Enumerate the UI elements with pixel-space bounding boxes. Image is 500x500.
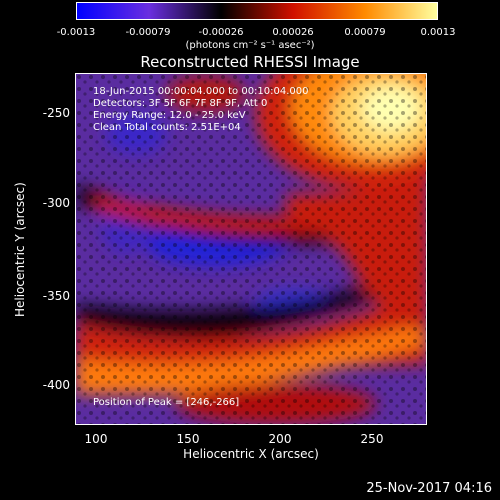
x-tick-label: 200 bbox=[268, 432, 292, 446]
x-tick-label: 100 bbox=[84, 432, 108, 446]
y-tick-label: -250 bbox=[42, 106, 70, 120]
y-tick-label: -350 bbox=[42, 289, 70, 303]
info-detectors: Detectors: 3F 5F 6F 7F 8F 9F, Att 0 bbox=[93, 98, 268, 109]
colorbar-tick: 0.0013 bbox=[420, 27, 456, 38]
colorbar bbox=[76, 2, 438, 20]
colorbar-tick: -0.00079 bbox=[125, 27, 171, 38]
colorbar-tick: -0.00026 bbox=[198, 27, 244, 38]
colorbar-tick: 0.00079 bbox=[344, 27, 386, 38]
timestamp: 25-Nov-2017 04:16 bbox=[366, 481, 492, 496]
solar-image bbox=[75, 73, 427, 425]
info-counts: Clean Total counts: 2.51E+04 bbox=[93, 122, 241, 133]
y-tick-label: -300 bbox=[42, 196, 70, 210]
colorbar-tick: -0.0013 bbox=[56, 27, 96, 38]
plot-title: Reconstructed RHESSI Image bbox=[140, 53, 360, 71]
x-axis-label: Heliocentric X (arcsec) bbox=[183, 447, 319, 461]
solar-image-canvas bbox=[76, 74, 426, 424]
colorbar-tick: 0.00026 bbox=[272, 27, 314, 38]
info-time-range: 18-Jun-2015 00:00:04.000 to 00:10:04.000 bbox=[93, 86, 309, 97]
info-energy-range: Energy Range: 12.0 - 25.0 keV bbox=[93, 110, 246, 121]
x-tick-label: 250 bbox=[360, 432, 384, 446]
info-peak-position: Position of Peak = [246,-266] bbox=[93, 397, 240, 408]
y-axis-label: Heliocentric Y (arcsec) bbox=[13, 182, 27, 317]
y-tick-label: -400 bbox=[42, 378, 70, 392]
colorbar-units: (photons cm⁻² s⁻¹ asec⁻²) bbox=[185, 40, 315, 51]
x-tick-label: 150 bbox=[176, 432, 200, 446]
